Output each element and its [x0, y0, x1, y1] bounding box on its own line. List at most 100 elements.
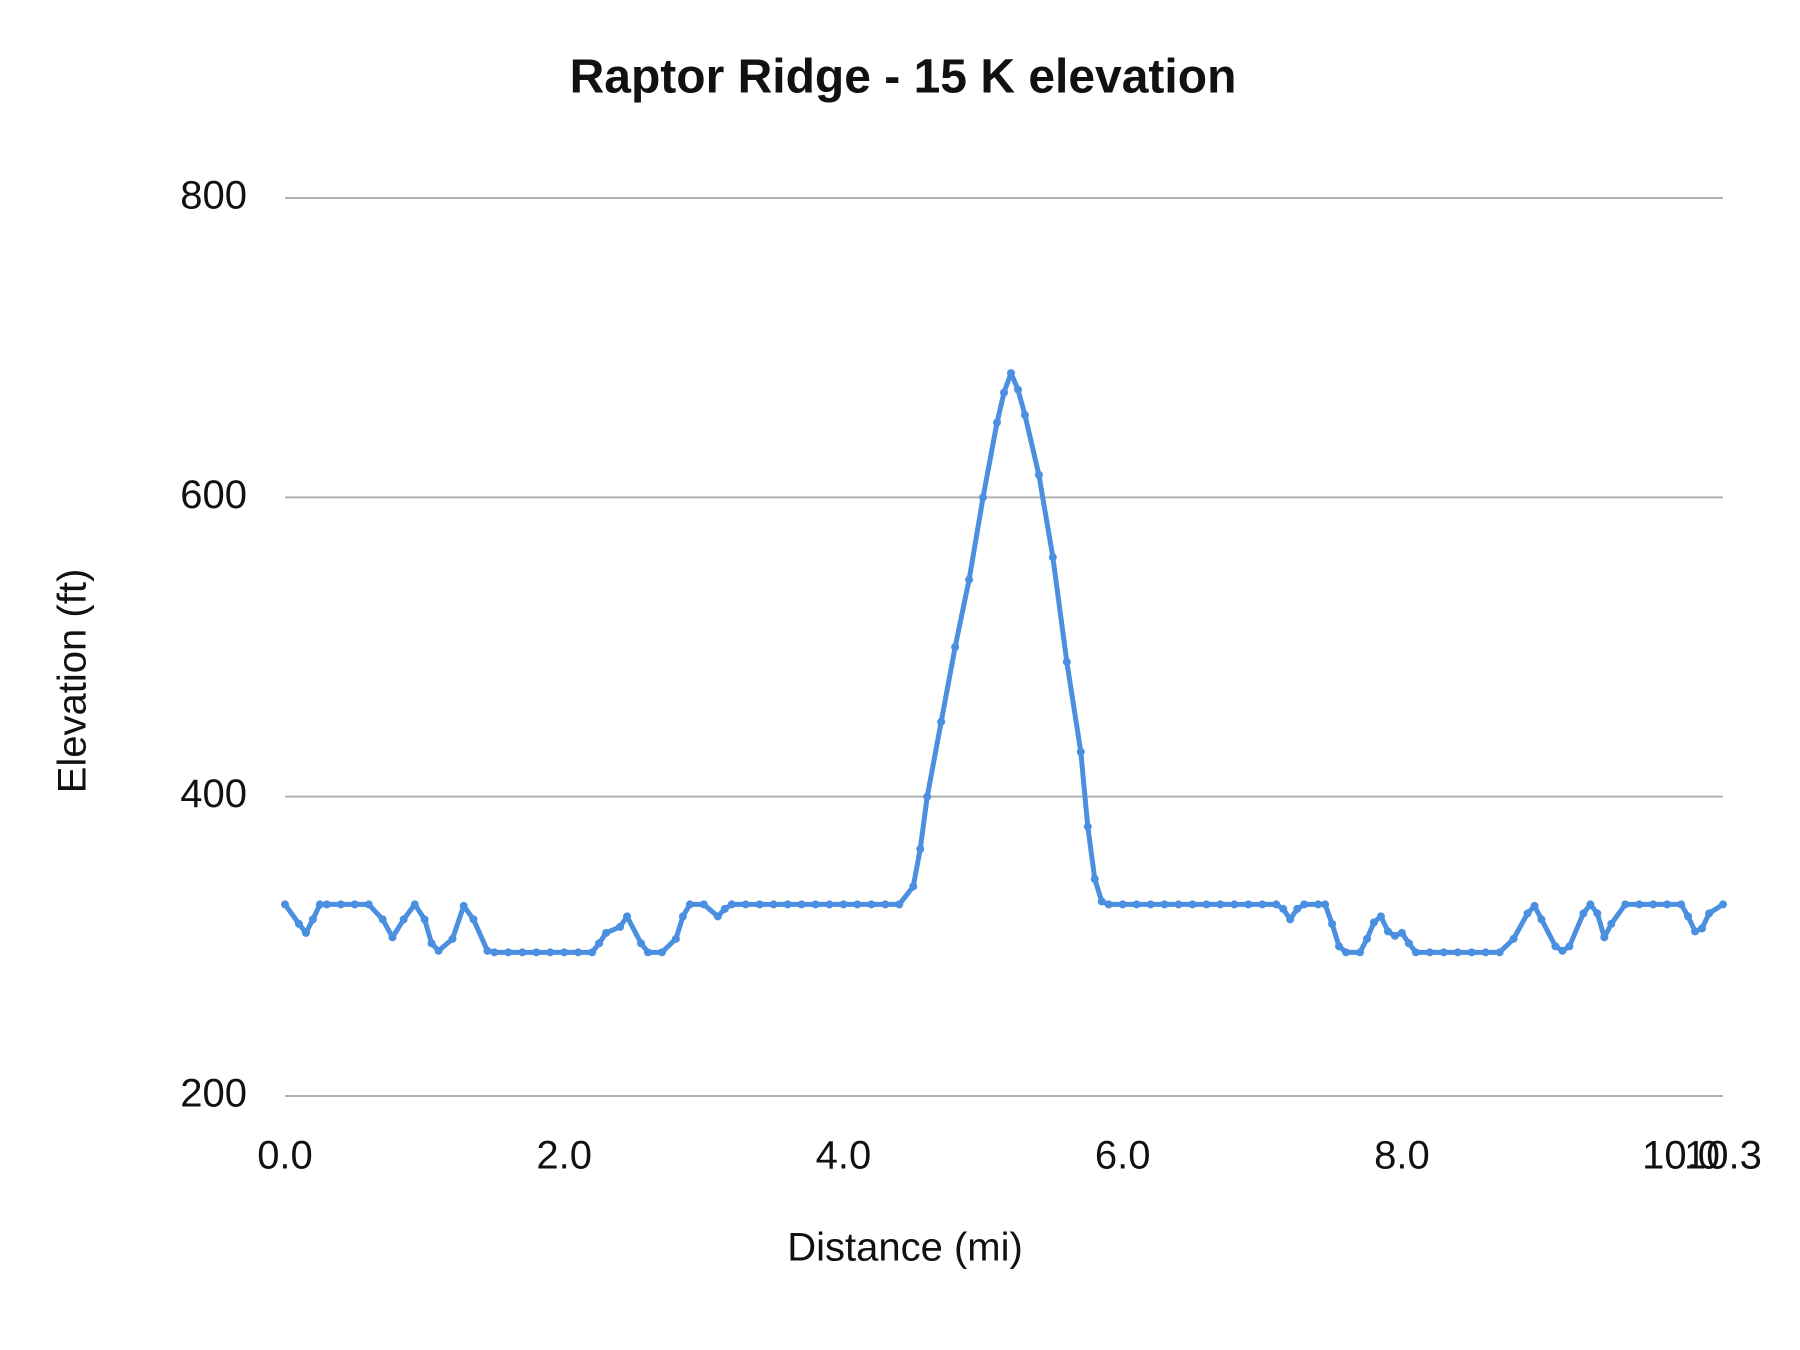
point [623, 912, 632, 921]
x-tick-label: 4.0 [816, 1134, 872, 1178]
point [588, 948, 597, 957]
point [1000, 388, 1008, 397]
point [1342, 948, 1351, 957]
point [281, 900, 289, 909]
y-tick-label: 400 [180, 772, 247, 816]
x-tick-label: 2.0 [536, 1134, 592, 1178]
point [727, 900, 736, 909]
point [1537, 915, 1546, 924]
point [1453, 948, 1462, 957]
point [1600, 933, 1609, 942]
x-tick-label: 0.0 [257, 1134, 313, 1178]
point [1719, 900, 1727, 909]
point [350, 900, 359, 909]
point [1258, 900, 1267, 909]
point [1132, 900, 1141, 909]
point [1593, 909, 1602, 918]
point [1230, 900, 1239, 909]
point [1335, 942, 1344, 951]
point [469, 915, 478, 924]
point [1635, 900, 1644, 909]
point [378, 915, 387, 924]
point [1272, 900, 1281, 909]
x-axis-title: Distance (mi) [787, 1226, 1023, 1270]
point [951, 643, 960, 651]
point [1579, 909, 1588, 918]
point [1097, 897, 1106, 906]
point [1698, 924, 1707, 933]
y-tick-label: 200 [180, 1072, 247, 1116]
point [720, 904, 729, 913]
point [574, 948, 583, 957]
point [895, 900, 904, 909]
point [755, 900, 764, 909]
point [616, 922, 625, 931]
point [602, 928, 611, 937]
point [1684, 912, 1693, 921]
point [1202, 900, 1211, 909]
point [1649, 900, 1658, 909]
point [1048, 553, 1057, 562]
point [699, 900, 708, 909]
point [643, 948, 652, 957]
point [1321, 900, 1330, 909]
y-tick-label: 800 [180, 174, 247, 218]
point [839, 900, 848, 909]
point [1244, 900, 1253, 909]
point [1076, 747, 1085, 756]
point [427, 939, 436, 948]
point [560, 948, 569, 957]
point [965, 575, 974, 584]
y-tick-label: 600 [180, 473, 247, 517]
point [388, 933, 397, 942]
point [937, 717, 946, 726]
point [1083, 822, 1092, 831]
point [1216, 900, 1225, 909]
point [420, 915, 429, 924]
point [678, 912, 687, 921]
point [1663, 900, 1672, 909]
point [1565, 942, 1574, 951]
point [410, 900, 419, 909]
point [1376, 912, 1385, 921]
point [1062, 657, 1071, 666]
point [294, 919, 303, 928]
point [797, 900, 806, 909]
point [909, 882, 918, 891]
point [853, 900, 862, 909]
point [1328, 919, 1337, 928]
point [811, 900, 820, 909]
point [1411, 948, 1420, 957]
point [657, 948, 666, 957]
point [825, 900, 834, 909]
point [916, 845, 925, 854]
point [1397, 928, 1406, 937]
point [546, 948, 555, 957]
point [1174, 900, 1183, 909]
point [1467, 948, 1476, 957]
point [1118, 900, 1127, 909]
point [1523, 909, 1532, 918]
point [308, 915, 317, 924]
point [1104, 900, 1113, 909]
point [671, 934, 680, 943]
point [1530, 901, 1539, 910]
point [1034, 470, 1043, 479]
point [1558, 946, 1567, 955]
point [1090, 874, 1099, 883]
point [399, 915, 408, 924]
point [1188, 900, 1197, 909]
point [685, 900, 694, 909]
point [1705, 909, 1714, 918]
point [713, 912, 722, 921]
point [1607, 919, 1616, 928]
point [532, 948, 541, 957]
point [483, 946, 492, 955]
point [1314, 900, 1323, 909]
point [1006, 369, 1015, 378]
point [1160, 900, 1169, 909]
y-axis-title: Elevation (ft) [51, 569, 95, 794]
point [1495, 948, 1504, 957]
point [741, 900, 750, 909]
